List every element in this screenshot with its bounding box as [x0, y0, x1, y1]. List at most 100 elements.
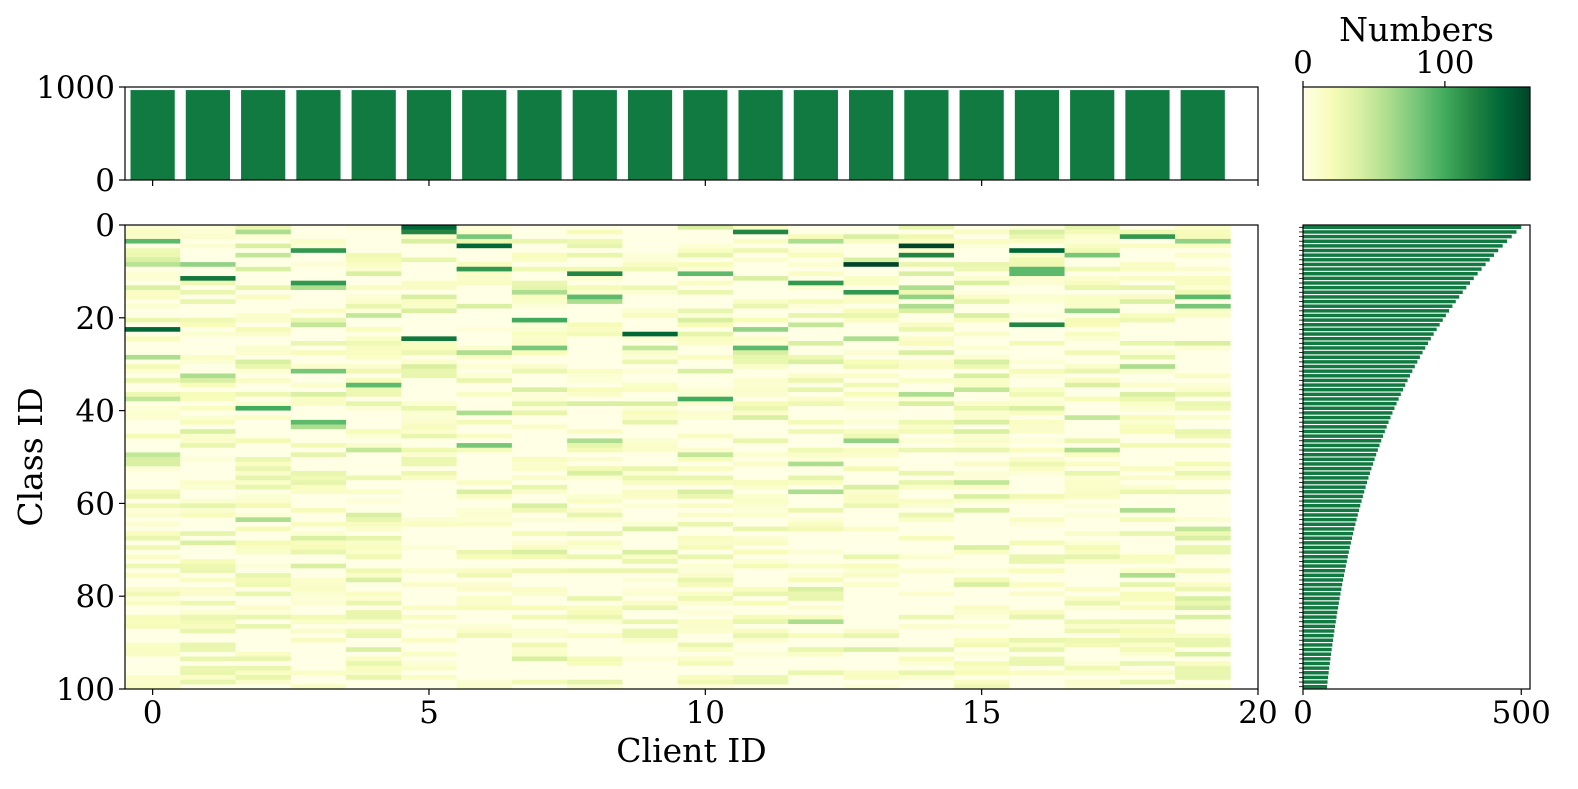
heatmap-cell	[180, 484, 236, 490]
heatmap-cell	[1064, 596, 1121, 602]
heatmap-cell	[346, 327, 402, 333]
heatmap-cell	[622, 387, 678, 393]
heatmap-cell	[235, 531, 292, 537]
heatmap-cell	[290, 415, 347, 421]
heatmap-cell	[346, 610, 402, 616]
heatmap-cell	[843, 336, 900, 342]
heatmap-cell	[511, 526, 568, 532]
heatmap-column	[898, 225, 955, 690]
heatmap-cell	[1064, 614, 1121, 620]
heatmap-cell	[677, 317, 734, 323]
heatmap-cell	[788, 248, 844, 254]
heatmap-cell	[346, 285, 402, 291]
heatmap-cell	[511, 262, 568, 268]
heatmap-cell	[401, 466, 457, 472]
heatmap-cell	[567, 266, 623, 272]
heatmap-cell	[290, 424, 347, 430]
heatmap-cell	[843, 573, 900, 578]
heatmap-cell	[843, 457, 900, 462]
heatmap-cell	[843, 341, 900, 346]
heatmap-cell	[898, 545, 955, 551]
heatmap-cell	[1064, 651, 1121, 657]
heatmap-cell	[898, 345, 955, 351]
heatmap-cell	[511, 294, 568, 300]
heatmap-cell	[511, 591, 568, 597]
right-bar	[1303, 531, 1354, 536]
heatmap-cell	[456, 647, 513, 653]
heatmap-cell	[290, 262, 347, 268]
heatmap-cell	[1119, 521, 1176, 527]
heatmap-cell	[954, 656, 1010, 662]
heatmap-cell	[1064, 336, 1121, 342]
heatmap-cell	[180, 582, 236, 588]
heatmap-cell	[1064, 276, 1121, 281]
heatmap-cell	[898, 508, 955, 513]
heatmap-cell	[1009, 433, 1065, 439]
heatmap-cell	[622, 405, 678, 411]
heatmap-cell	[898, 225, 955, 230]
heatmap-cell	[456, 294, 513, 300]
heatmap-cell	[732, 341, 789, 346]
heatmap-cell	[1119, 424, 1176, 430]
heatmap-cell	[511, 684, 568, 690]
heatmap-cell	[125, 373, 181, 379]
heatmap-cell	[456, 637, 513, 643]
heatmap-cell	[732, 382, 789, 388]
heatmap-cell	[732, 521, 789, 527]
heatmap-cell	[788, 503, 844, 509]
heatmap-cell	[1175, 624, 1231, 629]
heatmap-cell	[1175, 508, 1231, 513]
heatmap-cell	[788, 596, 844, 602]
heatmap-cell	[567, 610, 623, 616]
heatmap-cell	[235, 405, 292, 411]
heatmap-cell	[1009, 586, 1065, 592]
heatmap-cell	[1119, 243, 1176, 249]
heatmap-cell	[567, 633, 623, 639]
heatmap-cell	[843, 262, 900, 268]
heatmap-cell	[677, 637, 734, 643]
heatmap-cell	[346, 521, 402, 527]
right-bar	[1303, 666, 1330, 670]
heatmap-cell	[346, 433, 402, 439]
heatmap-cell	[346, 665, 402, 671]
heatmap-cell	[732, 229, 789, 235]
heatmap-cell	[401, 336, 457, 342]
heatmap-cell	[1119, 225, 1176, 230]
heatmap-cell	[898, 457, 955, 462]
heatmap-cell	[180, 410, 236, 416]
heatmap-cell	[843, 405, 900, 411]
heatmap-cell	[180, 382, 236, 388]
heatmap-cell	[677, 243, 734, 249]
heatmap-cell	[1064, 512, 1121, 518]
heatmap-cell	[1175, 614, 1231, 620]
heatmap-cell	[898, 642, 955, 648]
heatmap-cell	[567, 354, 623, 360]
heatmap-cell	[677, 610, 734, 616]
right-bar	[1303, 452, 1377, 457]
heatmap-cell	[1175, 387, 1231, 393]
heatmap-cell	[677, 262, 734, 268]
heatmap-cell	[1009, 410, 1065, 416]
heatmap-cell	[1009, 317, 1065, 323]
right-bar	[1303, 680, 1328, 684]
heatmap-cell	[677, 508, 734, 513]
heatmap-cell	[898, 531, 955, 537]
heatmap-cell	[511, 308, 568, 314]
right-bar	[1303, 578, 1344, 582]
heatmap-cell	[235, 313, 292, 319]
heatmap-cell	[1009, 396, 1065, 402]
right-bar	[1303, 559, 1347, 564]
heatmap-cell	[567, 554, 623, 560]
heatmap-cell	[180, 619, 236, 625]
heatmap-cell	[788, 424, 844, 430]
heatmap-cell	[732, 651, 789, 657]
heatmap-axes-frame	[124, 224, 1259, 690]
heatmap-cell	[677, 396, 734, 402]
heatmap-cell	[456, 661, 513, 667]
heatmap-cell	[677, 457, 734, 462]
heatmap-cell	[954, 359, 1010, 365]
right-bar	[1303, 661, 1330, 666]
heatmap-cell	[954, 433, 1010, 439]
heatmap-cell	[677, 559, 734, 565]
heatmap-cell	[677, 582, 734, 588]
